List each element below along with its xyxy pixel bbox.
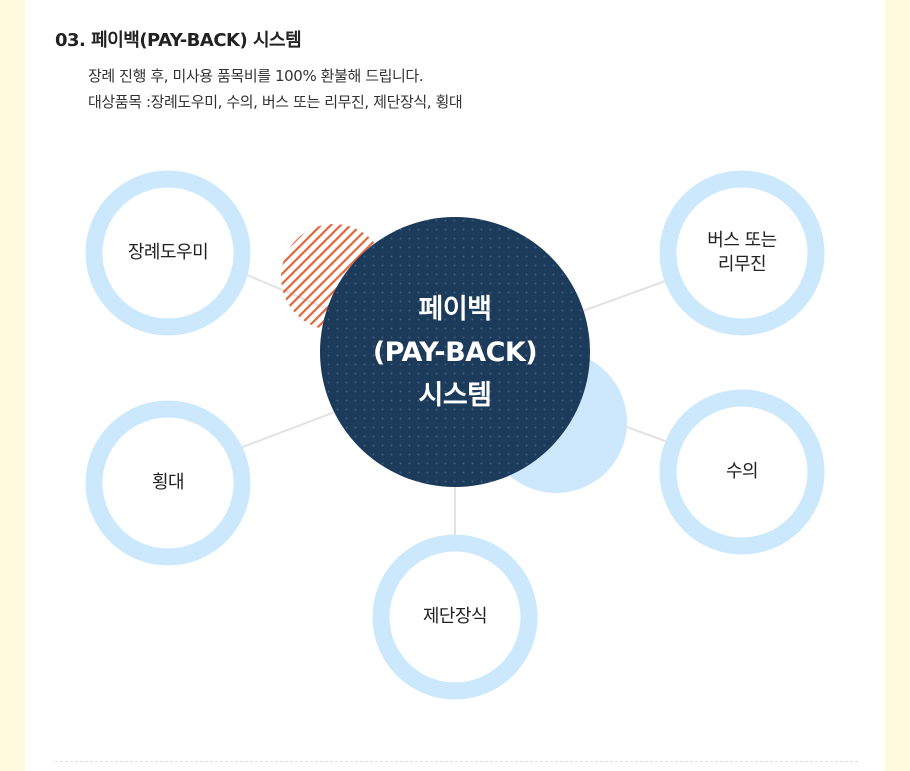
center-label-line-2: (PAY-BACK) [372,337,538,368]
description-line-2: 대상품목 :장례도우미, 수의, 버스 또는 리무진, 제단장식, 횡대 [88,93,463,111]
center-label-line-3: 시스템 [418,380,492,411]
connector-crossbeam [239,409,341,449]
ring-shroud [659,389,825,555]
bottom-divider [55,761,858,762]
ring-bus [659,170,825,336]
node-label-bus-line-2: 리무진 [717,254,767,275]
ring-crossbeam [85,400,251,566]
center-label: 페이백 (PAY-BACK) 시스템 [320,288,590,417]
node-label-bus: 버스 또는 리무진 [672,229,812,277]
node-label-altar: 제단장식 [422,606,488,627]
node-label-crossbeam: 횡대 [151,472,185,493]
node-label-funeral-helper: 장례도우미 [127,242,209,263]
node-label-bus-line-1: 버스 또는 [707,230,777,251]
center-circle-dots [320,217,590,487]
description-line-1: 장례 진행 후, 미사용 품목비를 100% 환불해 드립니다. [88,67,424,85]
section-title: 03. 페이백(PAY-BACK) 시스템 [55,30,302,51]
ring-altar [372,534,538,700]
center-label-line-1: 페이백 [418,294,492,325]
node-label-shroud: 수의 [725,461,759,482]
connector-bus [579,279,669,313]
ring-funeral-helper [85,170,251,336]
